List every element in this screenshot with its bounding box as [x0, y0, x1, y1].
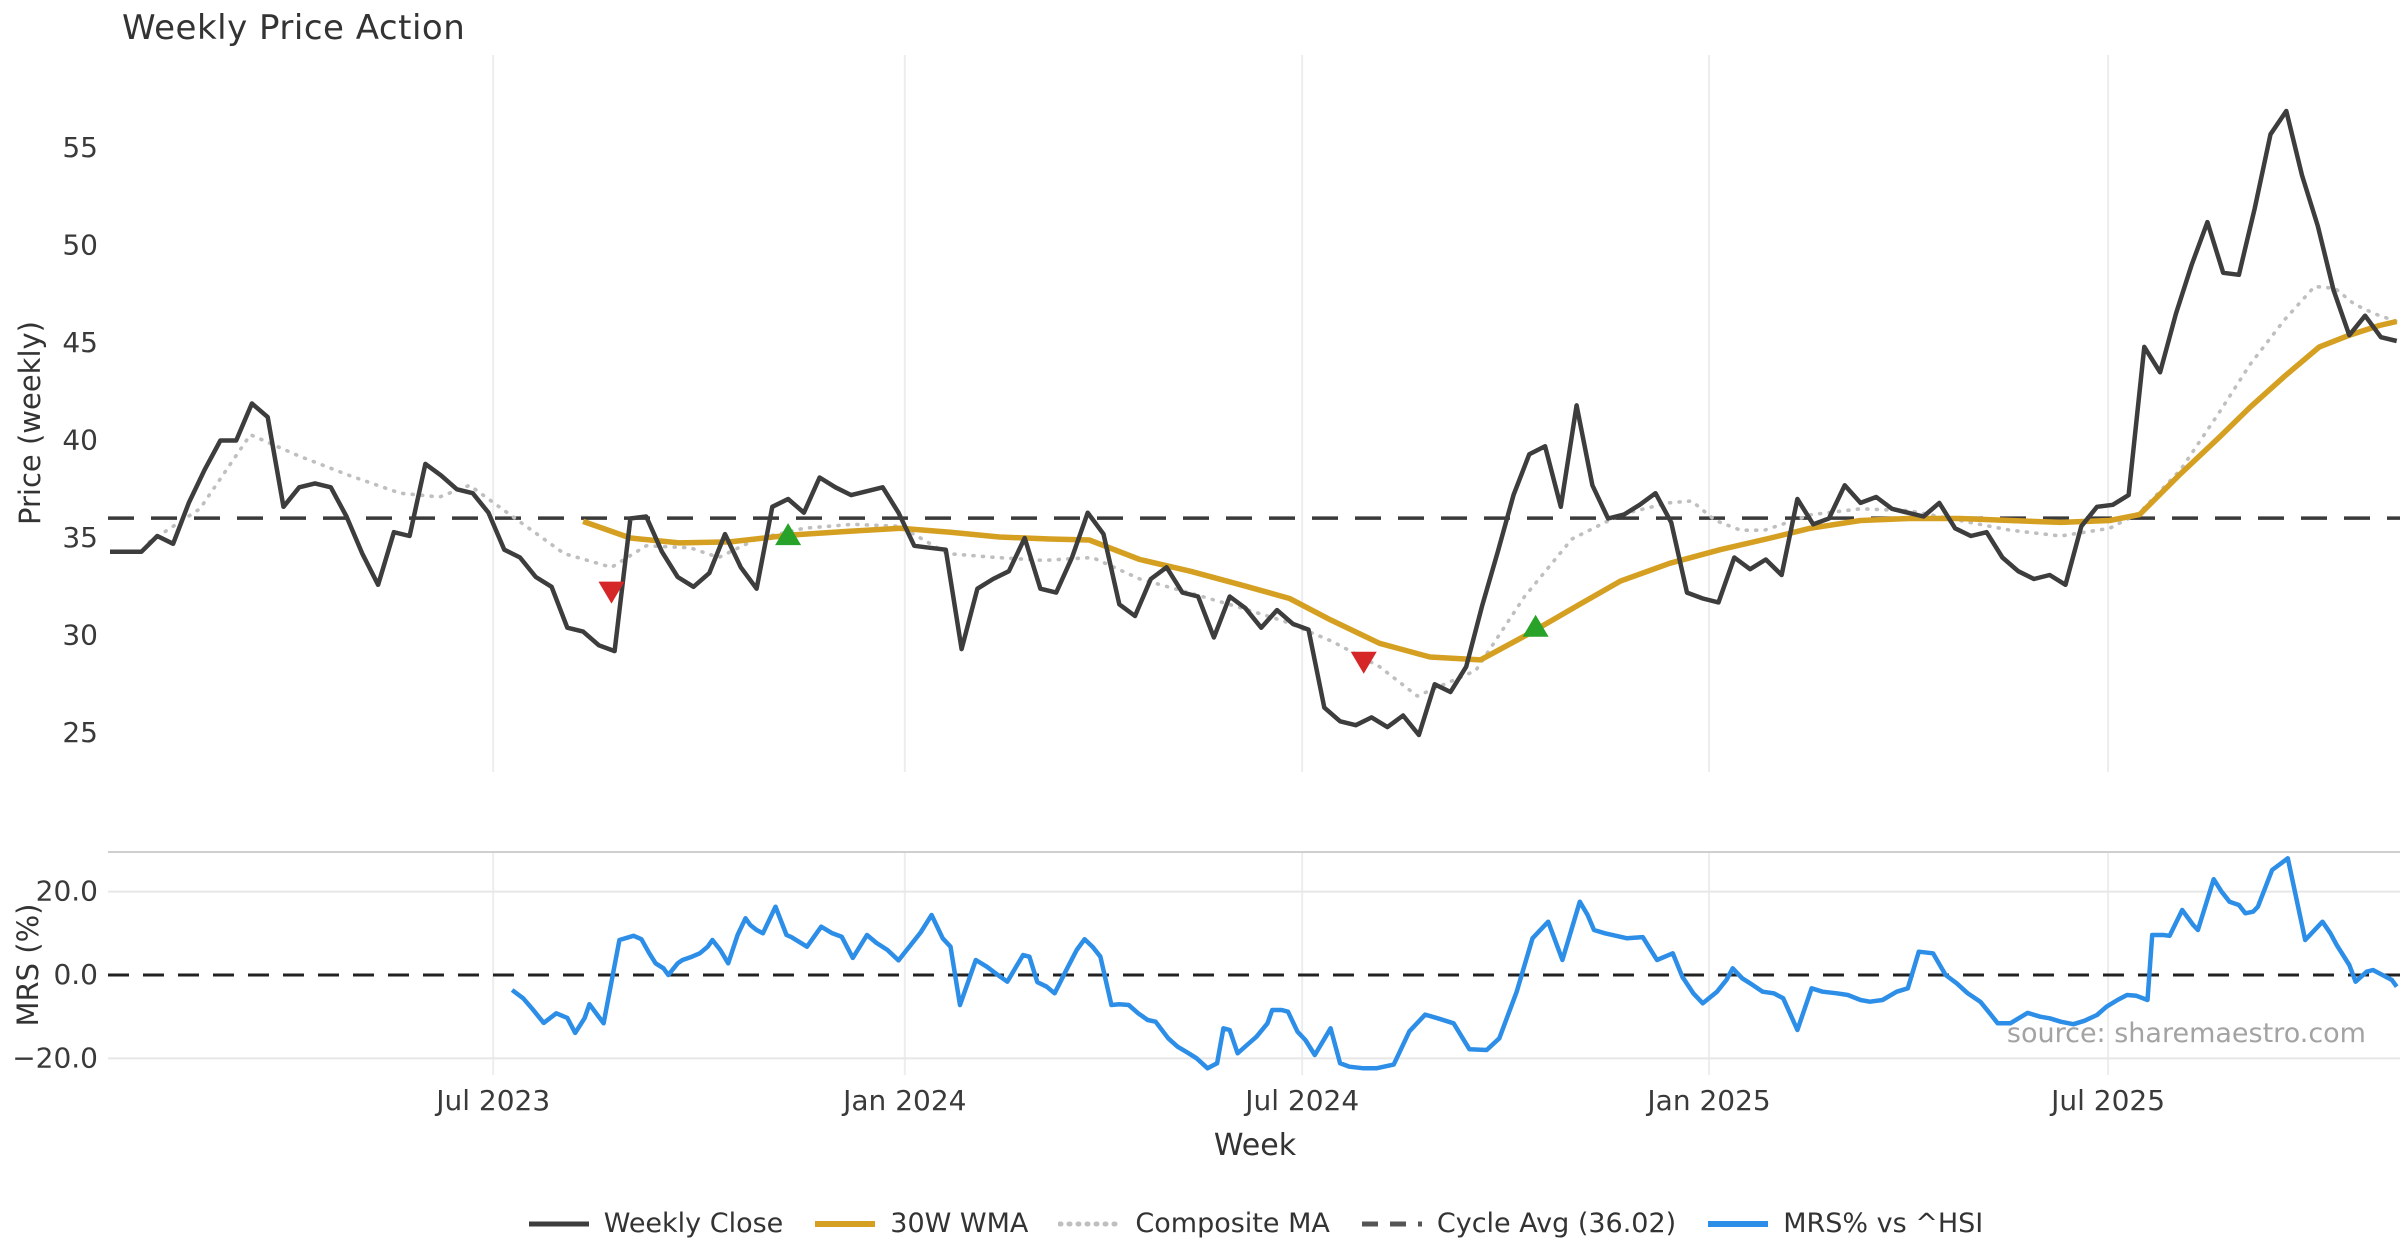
legend-item-weekly_close: Weekly Close — [527, 1208, 784, 1239]
chart-title: Weekly Price Action — [122, 8, 466, 48]
legend-swatch-wma_30w — [815, 1220, 876, 1227]
composite-ma-line — [147, 284, 2399, 698]
sell-signal-marker — [598, 581, 625, 604]
sell-signal-marker — [1350, 651, 1377, 674]
legend-label: Composite MA — [1135, 1208, 1330, 1239]
week-axis-label: Week — [1213, 1128, 1297, 1163]
mrs-tick-label: −20.0 — [12, 1041, 98, 1074]
legend-label: MRS% vs ^HSI — [1783, 1208, 1984, 1239]
legend-label: Weekly Close — [603, 1208, 784, 1239]
date-tick-label: Jan 2024 — [841, 1084, 966, 1117]
date-tick-label: Jan 2025 — [1645, 1084, 1770, 1117]
mrs-tick-label: 20.0 — [36, 875, 98, 908]
wma-30w-line — [582, 318, 2398, 663]
mrs-tick-label: 0.0 — [53, 958, 98, 991]
date-tick-label: Jul 2023 — [434, 1084, 550, 1117]
legend-item-mrs_line: MRS% vs ^HSI — [1706, 1208, 1983, 1239]
price-tick-label: 50 — [62, 229, 98, 262]
legend-item-cycle_avg: Cycle Avg (36.02) — [1360, 1208, 1676, 1239]
legend-swatch-weekly_close — [528, 1221, 589, 1226]
price-tick-label: 45 — [62, 326, 98, 359]
date-tick-label: Jul 2025 — [2049, 1084, 2165, 1117]
chart-legend: Weekly Close 30W WMA Composite MA Cycle Avg… — [0, 1208, 2400, 1239]
legend-swatch-composite_ma — [1058, 1221, 1123, 1226]
buy-signal-marker — [1522, 614, 1549, 637]
weekly-close-line — [110, 108, 2398, 738]
price-axis-label: Price (weekly) — [13, 321, 47, 526]
legend-swatch-cycle_avg — [1361, 1221, 1422, 1226]
legend-swatch-mrs_line — [1708, 1220, 1769, 1227]
buy-signal-marker — [775, 523, 802, 546]
legend-item-composite_ma: Composite MA — [1058, 1208, 1330, 1239]
price-tick-label: 40 — [62, 424, 98, 457]
price-tick-label: 25 — [62, 716, 98, 749]
mrs-axis-label: MRS (%) — [11, 903, 45, 1027]
legend-label: 30W WMA — [890, 1208, 1029, 1239]
legend-item-wma_30w: 30W WMA — [813, 1208, 1028, 1239]
source-note: source: sharemaestro.com — [2006, 1018, 2366, 1049]
mrs-line — [510, 856, 2399, 1071]
price-tick-label: 55 — [62, 131, 98, 164]
legend-label: Cycle Avg (36.02) — [1436, 1208, 1677, 1239]
date-tick-label: Jul 2024 — [1243, 1084, 1359, 1117]
price-tick-label: 30 — [62, 619, 98, 652]
price-tick-label: 35 — [62, 521, 98, 554]
